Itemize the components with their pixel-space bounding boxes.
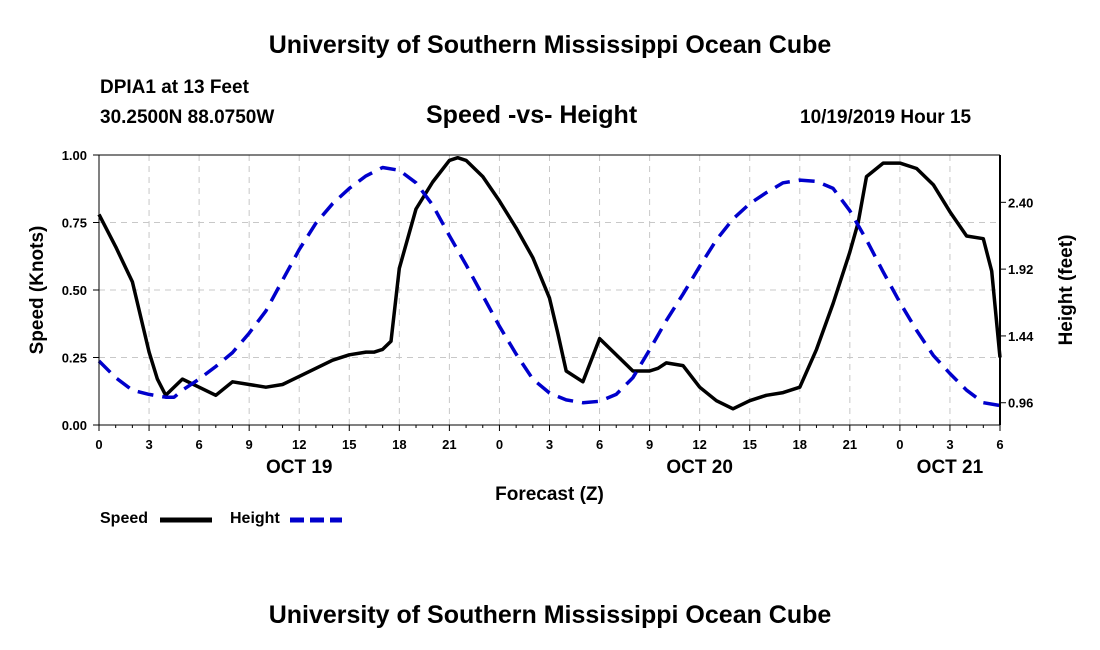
- height-series-line: [97, 165, 1001, 408]
- left-y-tick-label: 1.00: [62, 148, 87, 163]
- left-y-tick-label: 0.75: [62, 216, 87, 231]
- x-tick-label: 21: [843, 437, 857, 452]
- x-tick-label: 9: [246, 437, 253, 452]
- x-tick-label: 18: [793, 437, 807, 452]
- x-tick-label: 18: [392, 437, 406, 452]
- x-axis-title: Forecast (Z): [495, 484, 604, 505]
- x-tick-label: 6: [996, 437, 1003, 452]
- right-y-tick-label: 2.40: [1008, 195, 1033, 210]
- top-title: University of Southern Mississippi Ocean…: [268, 31, 832, 59]
- legend-speed-label: Speed: [100, 510, 149, 527]
- right-y-axis-title: Height (feet): [1056, 235, 1077, 346]
- left-y-axis-title: Speed (Knots): [27, 226, 48, 355]
- x-tick-label: 9: [646, 437, 653, 452]
- x-tick-label: 21: [442, 437, 456, 452]
- right-y-tick-label: 0.96: [1008, 396, 1033, 411]
- forecast-datetime: 10/19/2019 Hour 15: [800, 107, 972, 128]
- x-date-label: OCT 21: [917, 457, 984, 478]
- x-tick-label: 12: [292, 437, 306, 452]
- station-coordinates: 30.2500N 88.0750W: [100, 107, 275, 128]
- x-tick-label: 3: [546, 437, 553, 452]
- bottom-title: University of Southern Mississippi Ocean…: [268, 601, 832, 629]
- x-tick-label: 6: [596, 437, 603, 452]
- station-label: DPIA1 at 13 Feet: [100, 77, 249, 98]
- x-tick-label: 15: [342, 437, 356, 452]
- x-date-label: OCT 19: [266, 457, 333, 478]
- right-y-tick-label: 1.44: [1008, 329, 1034, 344]
- x-tick-label: 6: [195, 437, 202, 452]
- right-y-tick-label: 1.92: [1008, 262, 1033, 277]
- left-y-tick-label: 0.00: [62, 418, 87, 433]
- x-tick-label: 3: [946, 437, 953, 452]
- x-tick-label: 3: [145, 437, 152, 452]
- left-y-tick-label: 0.50: [62, 283, 87, 298]
- legend-height-label: Height: [230, 510, 280, 527]
- x-tick-label: 0: [496, 437, 503, 452]
- x-tick-label: 0: [896, 437, 903, 452]
- x-tick-label: 15: [742, 437, 756, 452]
- x-date-label: OCT 20: [666, 457, 733, 478]
- x-tick-label: 0: [95, 437, 102, 452]
- left-y-tick-label: 0.25: [62, 351, 87, 366]
- speed-series-line: [97, 155, 1002, 411]
- x-tick-label: 12: [692, 437, 706, 452]
- chart-subtitle: Speed -vs- Height: [426, 101, 638, 129]
